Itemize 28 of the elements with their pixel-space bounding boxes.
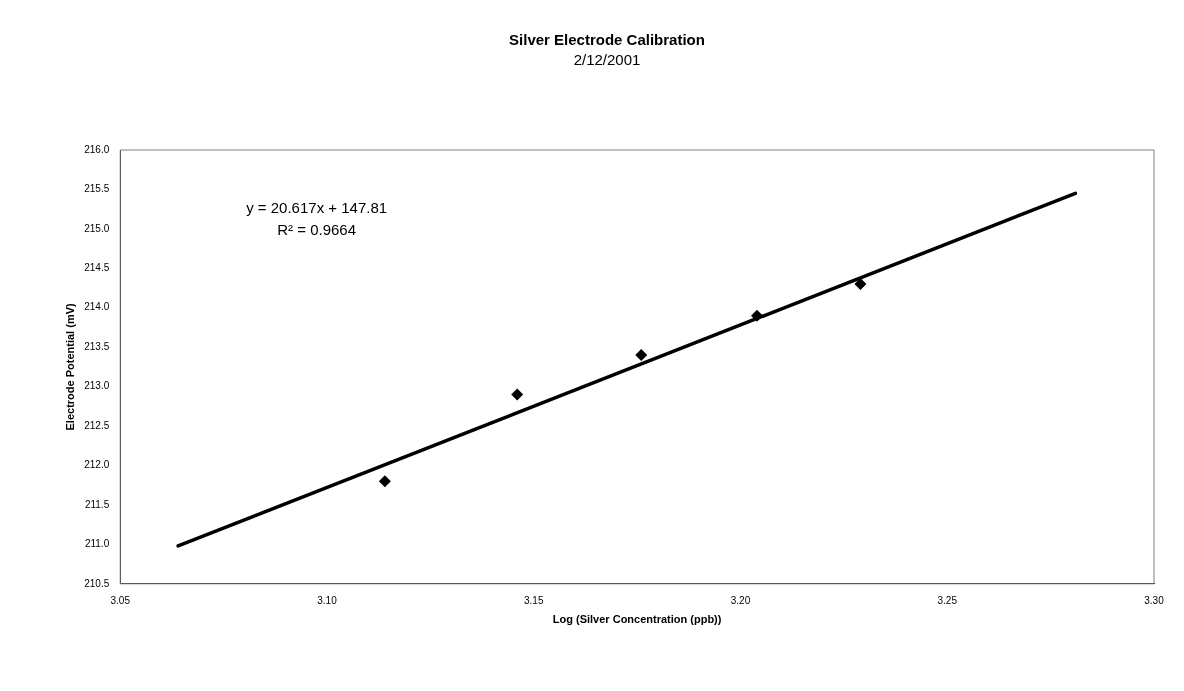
y-tick-label: 214.5	[84, 262, 110, 274]
point	[378, 475, 391, 488]
y-axis-title: Electrode Potential (mV)	[63, 303, 76, 431]
y-tick-label: 211.0	[84, 538, 110, 550]
point	[511, 388, 524, 401]
x-axis-title: Log (Silver Concentration (ppb))	[552, 613, 722, 626]
point	[854, 278, 867, 291]
y-tick-label: 211.5	[84, 498, 110, 510]
annotation: y = 20.617x + 147.81	[246, 198, 388, 216]
y-tick-label: 215.5	[84, 183, 110, 195]
y-tick-label: 212.0	[84, 459, 110, 471]
chart-title: Silver Electrode Calibration	[509, 31, 705, 49]
x-tick-label: 3.25	[937, 594, 958, 606]
chart-subtitle: 2/12/2001	[573, 51, 641, 69]
x-tick-label: 3.15	[524, 594, 544, 606]
y-tick-label: 213.0	[84, 380, 110, 392]
y-tick-label: 216.0	[84, 143, 110, 155]
x-tick-label: 3.20	[730, 594, 751, 606]
y-tick-label: 214.0	[84, 301, 110, 313]
point	[635, 349, 648, 362]
y-tick-label: 210.5	[84, 577, 110, 589]
y-tick-label: 215.0	[84, 222, 110, 234]
x-tick-label: 3.05	[110, 594, 131, 606]
x-tick-label: 3.30	[1144, 594, 1165, 606]
x-tick-label: 3.10	[317, 594, 338, 606]
y-tick-label: 212.5	[84, 419, 110, 431]
annotation: R² = 0.9664	[277, 220, 357, 238]
y-tick-label: 213.5	[84, 340, 110, 352]
